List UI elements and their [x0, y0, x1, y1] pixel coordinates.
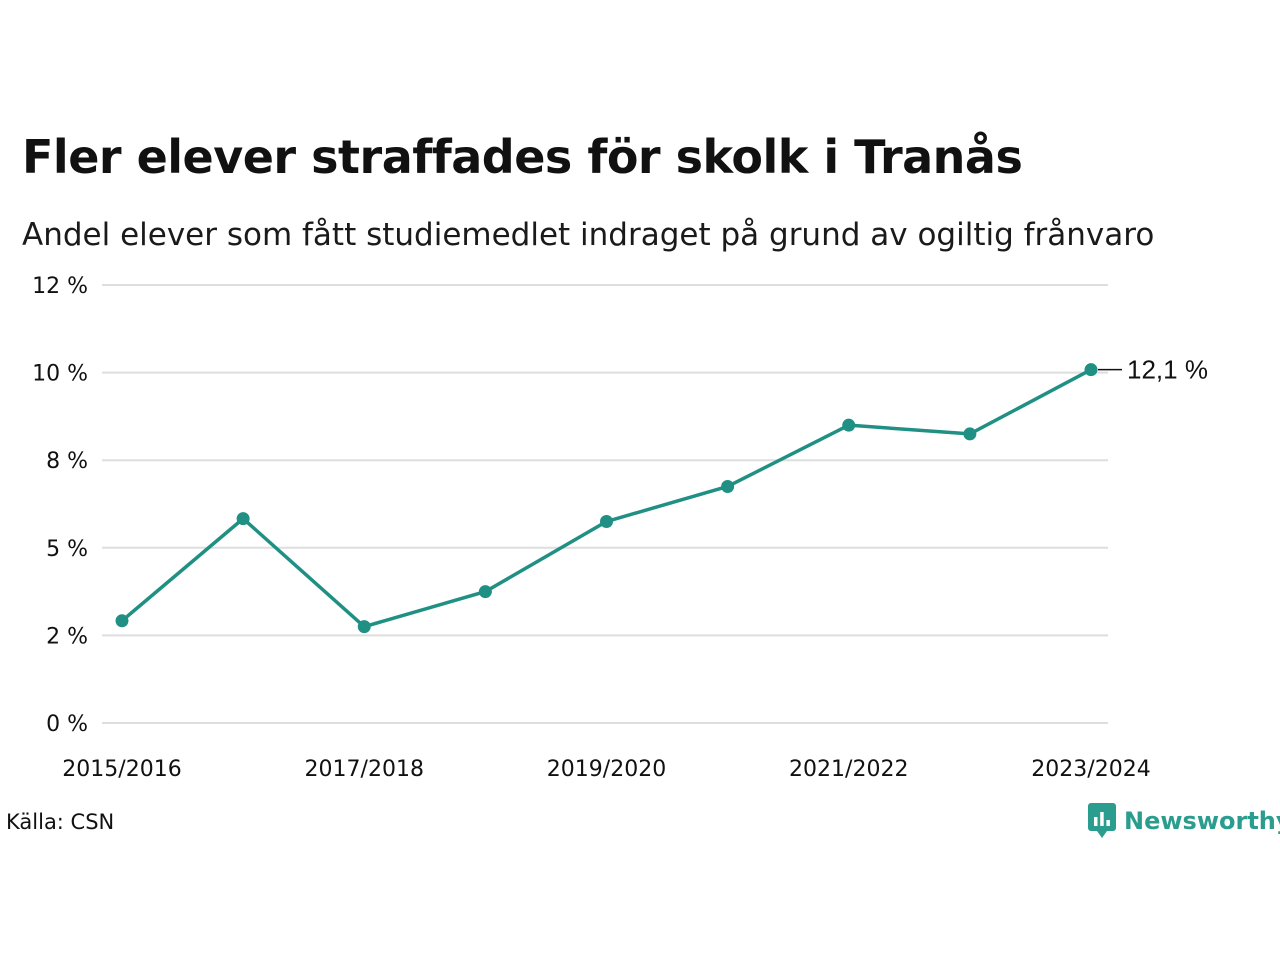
data-point: [357, 620, 371, 634]
data-point: [963, 427, 977, 441]
data-point: [478, 585, 492, 599]
series-line-path: [120, 368, 1092, 629]
chart-title: Fler elever straffades för skolk i Tranå…: [22, 130, 1023, 184]
grid-lines: [102, 284, 1108, 724]
brand-name: Newsworthy: [1124, 807, 1280, 835]
y-axis-labels: 0 % 2 % 5 % 8 % 10 % 12 %: [32, 274, 88, 737]
data-point: [842, 418, 856, 432]
y-tick-label: 10 %: [32, 362, 88, 387]
y-tick-label: 2 %: [46, 624, 88, 649]
x-tick-label: 2015/2016: [62, 757, 181, 782]
data-point: [115, 614, 129, 628]
y-tick-label: 0 %: [46, 712, 88, 737]
data-point: [1084, 363, 1098, 377]
data-point: [236, 512, 250, 526]
series-line: [120, 368, 1092, 629]
y-tick-label: 5 %: [46, 537, 88, 562]
data-point: [600, 515, 613, 529]
newsworthy-logo: Newsworthy: [1088, 803, 1280, 839]
data-point: [721, 479, 735, 493]
data-points: [115, 363, 1098, 634]
x-axis-labels: 2015/2016 2017/2018 2019/2020 2021/2022 2023…: [62, 757, 1150, 782]
x-tick-label: 2021/2022: [789, 757, 908, 782]
x-tick-label: 2019/2020: [547, 757, 666, 782]
chart-subtitle: Andel elever som fått studiemedlet indra…: [22, 217, 1155, 253]
source-label: Källa: CSN: [6, 810, 115, 834]
y-tick-label: 8 %: [46, 449, 88, 474]
last-value-label: 12,1 %: [1127, 355, 1208, 385]
y-tick-label: 12 %: [32, 274, 88, 299]
x-tick-label: 2023/2024: [1031, 757, 1150, 782]
x-tick-label: 2017/2018: [305, 757, 424, 782]
last-value-annotation: 12,1 %: [1098, 355, 1208, 385]
newsworthy-logo-icon: [1088, 803, 1116, 838]
